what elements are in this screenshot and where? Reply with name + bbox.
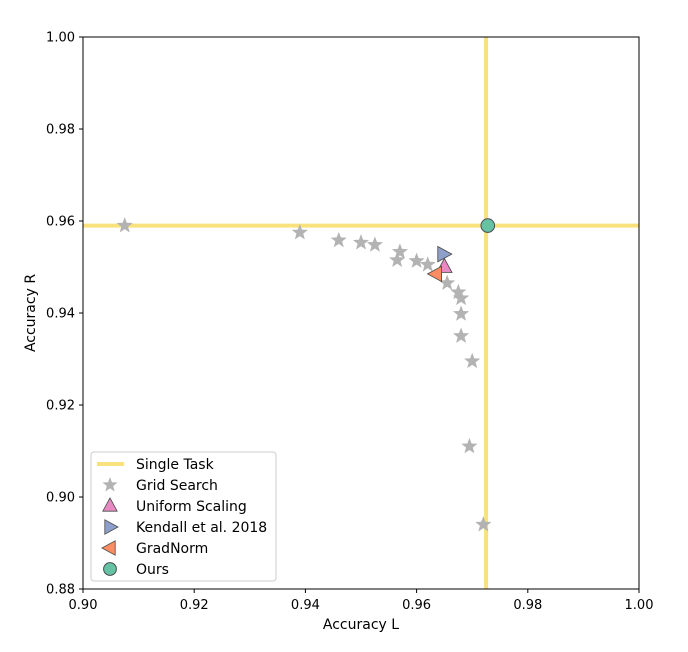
- data-point-0-14: [464, 352, 481, 369]
- x-tick-label: 0.96: [402, 598, 431, 613]
- series-2: [437, 245, 453, 263]
- legend-label-1: Grid Search: [136, 478, 218, 494]
- data-point-0-11: [453, 289, 470, 306]
- legend-marker-3: [104, 519, 119, 535]
- data-point-0-3: [352, 234, 370, 250]
- legend-box: [90, 451, 277, 582]
- x-tick-label: 0.98: [513, 598, 542, 613]
- legend-marker-2: [102, 497, 118, 512]
- legend-label-4: GradNorm: [136, 541, 208, 557]
- data-point-0-10: [450, 283, 467, 300]
- y-axis-label: Accuracy R: [23, 274, 39, 352]
- x-tick-label: 0.92: [180, 598, 209, 613]
- y-tick-label: 1.00: [46, 31, 75, 46]
- y-tick-label: 0.94: [46, 307, 75, 322]
- data-point-2-0: [437, 245, 453, 263]
- x-tick-label: 0.90: [69, 598, 98, 613]
- series-3: [426, 265, 442, 283]
- legend-marker-1: [102, 477, 118, 492]
- data-point-4-0: [480, 218, 496, 233]
- legend: Single Task Grid Search Uniform Scaling Ken…: [90, 451, 277, 582]
- data-point-0-1: [291, 224, 308, 240]
- legend-marker-5: [103, 562, 117, 576]
- y-tick-label: 0.96: [46, 215, 75, 230]
- legend-label-2: Uniform Scaling: [136, 499, 247, 515]
- data-point-0-13: [453, 327, 470, 343]
- y-tick-label: 0.92: [46, 399, 75, 414]
- data-point-0-15: [461, 437, 478, 454]
- data-point-0-7: [408, 252, 425, 268]
- data-point-0-8: [419, 256, 436, 272]
- series-4: [480, 218, 496, 233]
- data-point-0-2: [330, 231, 347, 248]
- data-point-0-4: [366, 236, 383, 252]
- y-tick-label: 0.88: [46, 583, 75, 598]
- data-point-0-12: [453, 305, 470, 321]
- series-0: [116, 217, 492, 532]
- x-tick-label: 1.00: [625, 598, 654, 613]
- legend-label-3: Kendall et al. 2018: [136, 520, 267, 536]
- x-axis-label: Accuracy L: [323, 617, 399, 633]
- data-point-0-5: [389, 251, 406, 267]
- data-point-0-6: [391, 243, 408, 259]
- legend-label-0: Single Task: [136, 457, 215, 473]
- data-point-0-16: [475, 516, 492, 532]
- x-tick-label: 0.94: [291, 598, 320, 613]
- data-point-0-9: [439, 274, 456, 290]
- y-tick-label: 0.98: [46, 123, 75, 138]
- legend-label-5: Ours: [136, 562, 169, 578]
- data-point-3-0: [426, 265, 442, 283]
- data-point-0-0: [116, 217, 133, 233]
- y-tick-label: 0.90: [46, 491, 75, 506]
- legend-marker-4: [101, 540, 116, 556]
